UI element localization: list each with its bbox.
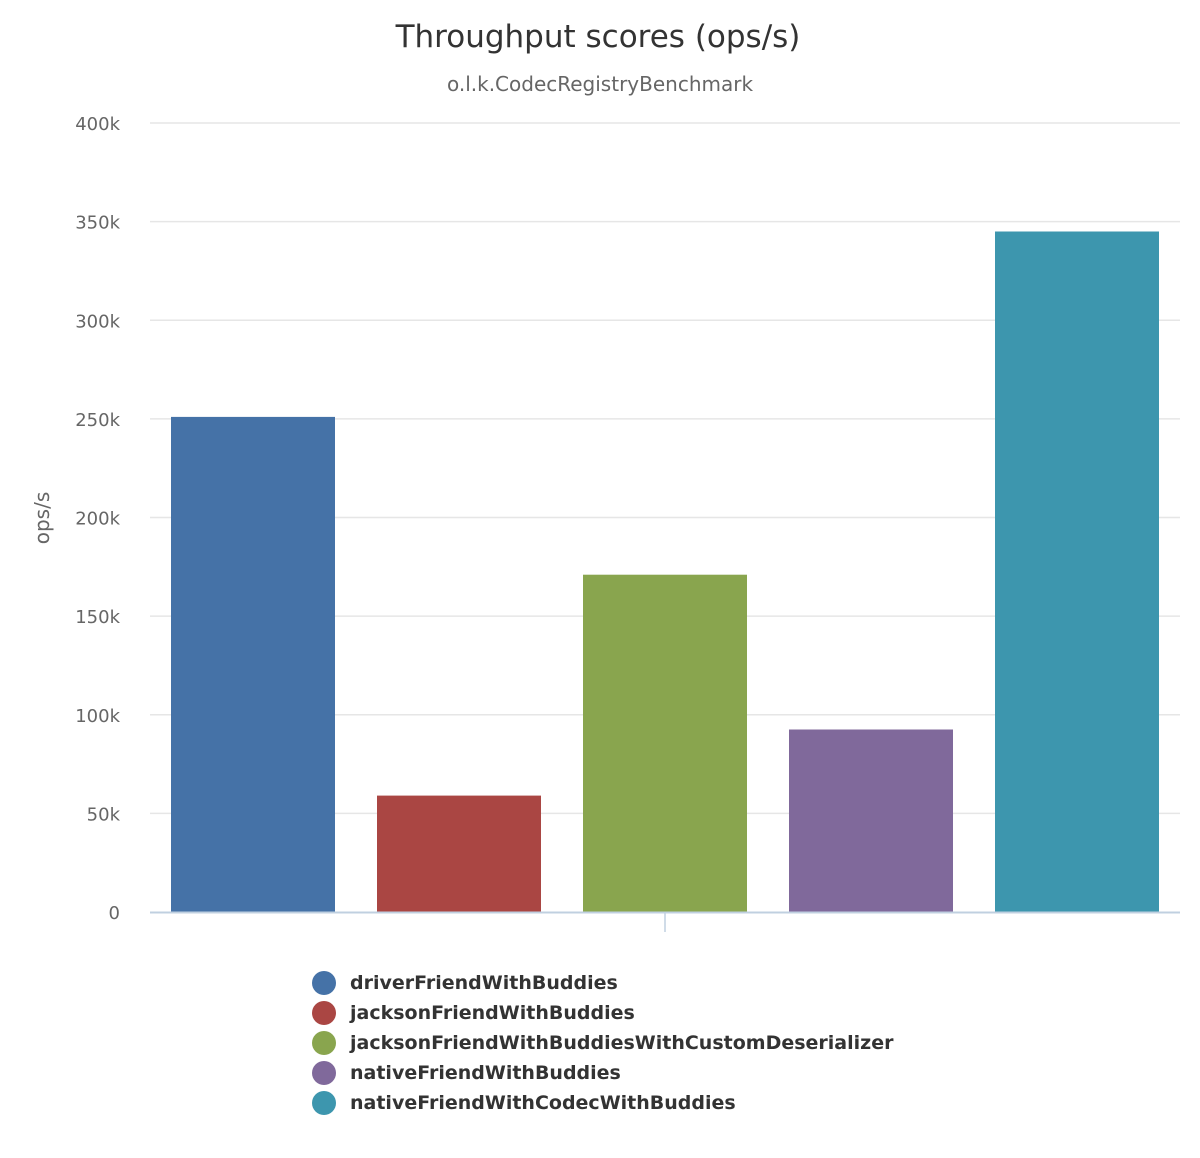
bars bbox=[171, 231, 1159, 913]
bar-nativeFriendWithBuddies[interactable] bbox=[789, 729, 953, 913]
legend-marker bbox=[312, 1031, 336, 1055]
bar-nativeFriendWithCodecWithBuddies[interactable] bbox=[995, 231, 1159, 913]
y-tick-label: 200k bbox=[75, 509, 120, 530]
legend-item-nativeFriendWithBuddies[interactable]: nativeFriendWithBuddies bbox=[312, 1058, 893, 1088]
legend-label: jacksonFriendWithBuddies bbox=[350, 1002, 635, 1024]
legend-item-driverFriendWithBuddies[interactable]: driverFriendWithBuddies bbox=[312, 968, 893, 998]
y-tick-label: 400k bbox=[75, 114, 120, 135]
chart-subtitle: o.l.k.CodecRegistryBenchmark bbox=[447, 72, 754, 96]
y-tick-label: 100k bbox=[75, 706, 120, 727]
x-axis bbox=[150, 911, 1180, 932]
y-tick-label: 300k bbox=[75, 311, 120, 332]
y-tick-label: 50k bbox=[87, 804, 121, 825]
legend-label: nativeFriendWithBuddies bbox=[350, 1062, 621, 1084]
y-tick-label: 0 bbox=[109, 903, 120, 924]
chart-title: Throughput scores (ops/s) bbox=[395, 19, 801, 55]
legend-label: nativeFriendWithCodecWithBuddies bbox=[350, 1092, 736, 1114]
legend-label: driverFriendWithBuddies bbox=[350, 972, 618, 994]
legend-marker bbox=[312, 1001, 336, 1025]
legend-item-jacksonFriendWithBuddiesWithCustomDeserializer[interactable]: jacksonFriendWithBuddiesWithCustomDeseri… bbox=[312, 1028, 893, 1058]
legend: driverFriendWithBuddies jacksonFriendWith… bbox=[312, 968, 893, 1118]
bar-jacksonFriendWithBuddiesWithCustomDeserializer[interactable] bbox=[583, 574, 747, 912]
y-tick-label: 350k bbox=[75, 213, 120, 234]
y-axis-ticks: 0 50k 100k 150k 200k 250k 300k 350k 400k bbox=[75, 114, 120, 924]
y-tick-label: 250k bbox=[75, 410, 120, 431]
legend-item-jacksonFriendWithBuddies[interactable]: jacksonFriendWithBuddies bbox=[312, 998, 893, 1028]
bar-jacksonFriendWithBuddies[interactable] bbox=[377, 795, 541, 912]
y-tick-label: 150k bbox=[75, 607, 120, 628]
legend-item-nativeFriendWithCodecWithBuddies[interactable]: nativeFriendWithCodecWithBuddies bbox=[312, 1088, 893, 1118]
legend-marker bbox=[312, 971, 336, 995]
legend-marker bbox=[312, 1091, 336, 1115]
legend-marker bbox=[312, 1061, 336, 1085]
legend-label: jacksonFriendWithBuddiesWithCustomDeseri… bbox=[350, 1032, 894, 1054]
y-axis-title: ops/s bbox=[30, 492, 54, 545]
bar-driverFriendWithBuddies[interactable] bbox=[171, 416, 335, 912]
